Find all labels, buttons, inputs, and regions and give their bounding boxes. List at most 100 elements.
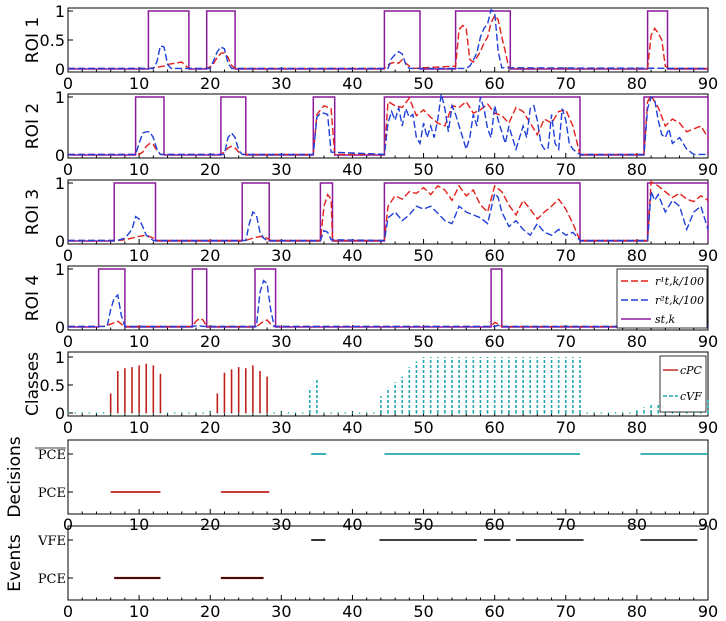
panel-3-r1-line (68, 180, 709, 242)
events-xtick-label: 60 (484, 602, 504, 621)
panel-4-xtick-label: 40 (342, 332, 362, 351)
panel-5-ytick-label: 0.5 (40, 376, 65, 395)
roi-legend-s-label: st,k (655, 313, 676, 326)
panel-5-xtick-label: 60 (484, 418, 504, 437)
panel-1-s-line (68, 10, 708, 70)
panel-5-ylabel: Classes (23, 352, 43, 416)
panel-1-ytick-label: 0.5 (40, 31, 65, 50)
roi-legend-r1-label: r¹t,k/100 (655, 275, 704, 288)
panel-2-ytick-label: 1 (55, 88, 65, 107)
panel-5-xtick-label: 70 (556, 418, 576, 437)
panel-5-baseline-dot (351, 412, 354, 414)
panel-2-r1-line (68, 94, 709, 156)
events-ytick-label: PCE (38, 572, 66, 587)
panel-3-xtick-label: 70 (556, 246, 576, 265)
panel-1-xtick-label: 50 (413, 74, 433, 93)
decisions-xtick-label: 70 (556, 515, 576, 534)
panel-3-xtick-label: 40 (342, 246, 362, 265)
panel-1-xtick-label: 20 (200, 74, 220, 93)
panel-4-xtick-label: 20 (200, 332, 220, 351)
panel-1-xtick-label: 60 (484, 74, 504, 93)
decisions-xtick-label: 60 (484, 515, 504, 534)
panel-5-baseline-dot (273, 412, 276, 414)
panel-4-r1-line (68, 317, 708, 328)
panel-2-xtick-label: 20 (200, 160, 220, 179)
decisions-xtick-label: 50 (413, 515, 433, 534)
panel-3-ytick-label: 0 (55, 232, 65, 251)
panel-2-xtick-label: 10 (129, 160, 149, 179)
panel-5-xtick-label: 40 (342, 418, 362, 437)
panel-5-baseline-dot (88, 412, 91, 414)
panel-4-xtick-label: 10 (129, 332, 149, 351)
panel-1-xtick-label: 90 (698, 74, 718, 93)
panel-1-xtick-label: 30 (271, 74, 291, 93)
panel-5-baseline-dot (365, 412, 368, 414)
panel-4-xtick-label: 50 (413, 332, 433, 351)
roi-legend-r2-label: r²t,k/100 (655, 294, 704, 307)
panel-5-baseline-dot (81, 412, 84, 414)
panel-2-xtick-label: 90 (698, 160, 718, 179)
decisions-xtick-label: 40 (342, 515, 362, 534)
events-xtick-label: 90 (698, 602, 718, 621)
panel-5-baseline-dot (593, 412, 596, 414)
panel-3-r2-line (68, 191, 709, 242)
panel-5-baseline-dot (67, 412, 69, 414)
panel-1-ylabel: ROI 1 (23, 17, 43, 63)
decisions-axes (67, 439, 709, 515)
decisions-xtick-label: 90 (698, 515, 718, 534)
panel-4-xtick-label: 30 (271, 332, 291, 351)
panel-4-xtick-label: 0 (63, 332, 73, 351)
panel-5-baseline-dot (287, 412, 290, 414)
panel-5-baseline-dot (323, 412, 325, 414)
panel-3-ytick-label: 1 (55, 174, 65, 193)
panel-3-s-line (68, 182, 709, 242)
panel-4-xtick-label: 80 (627, 332, 647, 351)
events-xtick-label: 70 (556, 602, 576, 621)
panel-3-xtick-label: 90 (698, 246, 718, 265)
decisions-xtick-label: 30 (271, 515, 291, 534)
panel-3-xtick-label: 0 (63, 246, 73, 265)
panel-3-ylabel: ROI 3 (23, 189, 43, 235)
panel-3-xtick-label: 10 (129, 246, 149, 265)
decisions-xtick-label: 10 (129, 515, 149, 534)
panel-5-baseline-dot (294, 412, 297, 414)
panel-5-baseline-dot (600, 412, 603, 414)
panel-4-xtick-label: 90 (698, 332, 718, 351)
classes-legend-vf-label: cVF (680, 390, 702, 403)
panel-5-baseline-dot (614, 412, 617, 414)
panel-5-xtick-label: 50 (413, 418, 433, 437)
panel-5-baseline-dot (358, 412, 361, 414)
panel-1-r2-line (68, 8, 709, 70)
classes-legend-box (659, 355, 707, 413)
decisions-xtick-label: 80 (627, 515, 647, 534)
panel-5-ytick-label: 1 (55, 348, 65, 367)
classes-legend-pc-label: cPC (680, 364, 703, 377)
panel-1-ytick-label: 1 (55, 2, 65, 21)
events-xtick-label: 50 (413, 602, 433, 621)
panel-5-baseline-dot (628, 412, 631, 414)
panel-4-r2-line (68, 279, 708, 328)
panel-3-xtick-label: 30 (271, 246, 291, 265)
panel-5-baseline-dot (173, 412, 176, 414)
panel-2-xtick-label: 60 (484, 160, 504, 179)
panel-5-baseline-dot (166, 412, 169, 414)
panel-2-xtick-label: 30 (271, 160, 291, 179)
panel-5-xtick-label: 30 (271, 418, 291, 437)
events-xtick-label: 80 (627, 602, 647, 621)
panel-4-ytick-label: 1 (55, 260, 65, 279)
panel-2-xtick-label: 40 (342, 160, 362, 179)
panel-1-xtick-label: 80 (627, 74, 647, 93)
panel-5-baseline-dot (621, 412, 624, 414)
panel-5-baseline-dot (280, 412, 283, 414)
panel-1-axes (67, 7, 709, 73)
panel-2-ytick-label: 0 (55, 146, 65, 165)
panel-1-xtick-label: 0 (63, 74, 73, 93)
panel-5-baseline-dot (195, 412, 197, 414)
panel-4-axes (67, 265, 709, 331)
events-xtick-label: 40 (342, 602, 362, 621)
panel-3-xtick-label: 60 (484, 246, 504, 265)
panel-2-xtick-label: 50 (413, 160, 433, 179)
panel-5-baseline-dot (330, 412, 332, 414)
events-xtick-label: 20 (200, 602, 220, 621)
panel-5-baseline-dot (301, 412, 304, 414)
